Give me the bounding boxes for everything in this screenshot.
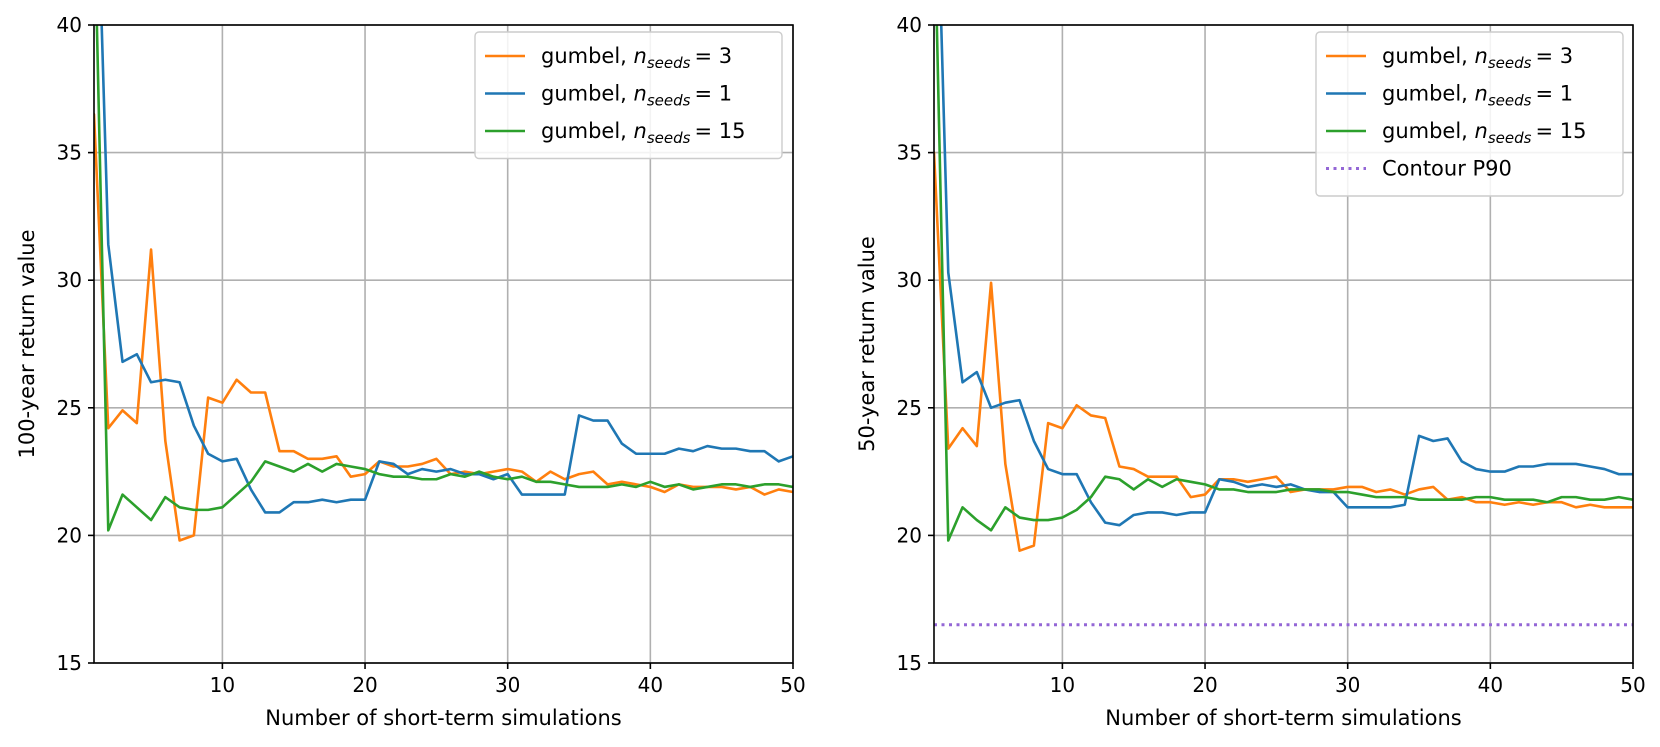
legend-entry-label: gumbel, nseeds = 3 [1382,44,1573,72]
series-line-nseeds-15 [935,25,1633,542]
legend: gumbel, nseeds = 3 gumbel, nseeds = 1 gumbel… [474,31,783,160]
series-line-nseeds-1 [100,25,793,514]
y-tick-label: 40 [57,13,82,37]
legend-entry-label: gumbel, nseeds = 3 [541,44,732,72]
y-tick-label: 25 [897,396,922,420]
legend-entry-label: gumbel, nseeds = 15 [541,119,745,147]
legend: gumbel, nseeds = 3 gumbel, nseeds = 1 gumbel… [1315,31,1624,197]
x-tick-label: 30 [1335,673,1360,697]
y-axis-label: 100-year return value [15,229,39,458]
x-axis-label: Number of short-term simulations [265,706,621,730]
series-line-nseeds-1 [939,25,1633,527]
y-tick-label: 30 [897,268,922,292]
y-tick-label: 15 [897,651,922,675]
x-tick-label: 40 [638,673,663,697]
y-tick-label: 25 [57,396,82,420]
x-axis-label: Number of short-term simulations [1105,706,1461,730]
x-tick-label: 20 [1192,673,1217,697]
right-panel-50-year: 10 20 30 40 50 15 20 25 30 35 40 Number of short-te… [855,13,1646,730]
x-tick-label: 40 [1478,673,1503,697]
x-tick-label: 10 [210,673,235,697]
y-tick-label: 20 [57,523,82,547]
x-tick-label: 30 [495,673,520,697]
x-tick-label: 50 [1620,673,1645,697]
legend-box [474,31,783,160]
x-tick-label: 20 [352,673,377,697]
series-line-nseeds-15 [95,25,793,532]
legend-entry-label: gumbel, nseeds = 15 [1382,119,1586,147]
left-panel-100-year: 10 20 30 40 50 15 20 25 30 35 40 Number of short-te… [15,13,806,730]
x-tick-label: 50 [780,673,805,697]
x-tick-label: 10 [1050,673,1075,697]
y-tick-label: 20 [897,523,922,547]
y-tick-label: 15 [57,651,82,675]
series-group [934,25,1633,627]
y-tick-label: 40 [897,13,922,37]
plot-frame [93,24,794,664]
plot-frame [933,24,1634,664]
y-axis-label: 50-year return value [855,236,879,452]
y-tick-label: 35 [897,141,922,165]
y-tick-label: 35 [57,141,82,165]
y-tick-label: 30 [57,268,82,292]
legend-entry-label: Contour P90 [1382,157,1512,181]
series-group [94,25,793,542]
legend-entry-label: gumbel, nseeds = 1 [541,82,732,110]
legend-entry-label: gumbel, nseeds = 1 [1382,82,1573,110]
legend-box [1315,31,1624,197]
